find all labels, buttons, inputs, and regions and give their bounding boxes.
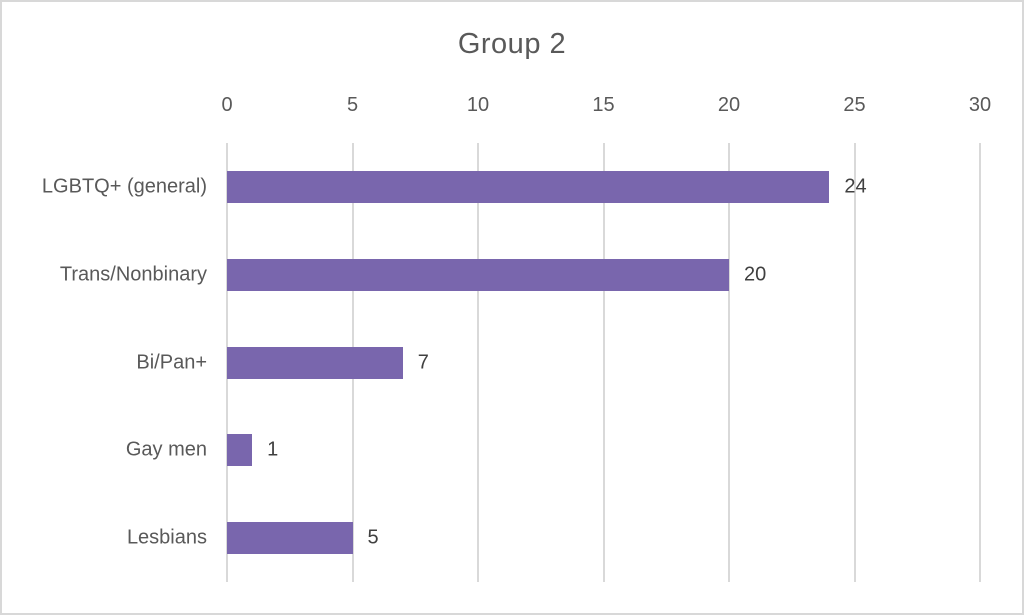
x-tick-label: 10: [466, 94, 490, 116]
x-tick-label: 30: [968, 94, 992, 116]
x-tick-label: 5: [346, 94, 359, 116]
bar: [227, 434, 253, 467]
data-label: 20: [744, 263, 767, 286]
gridline: [602, 143, 605, 582]
gridline: [477, 143, 479, 582]
data-label: 5: [367, 526, 379, 549]
chart-title: Group 2: [457, 28, 567, 60]
gridline: [853, 143, 856, 582]
bar: [227, 346, 403, 379]
bar: [227, 522, 353, 555]
data-label: 24: [844, 175, 867, 198]
category-label: Bi/Pan+: [136, 351, 207, 373]
bar: [227, 170, 830, 203]
gridline: [728, 143, 730, 582]
category-axis: LGBTQ+ (general) Trans/Nonbinary Bi/Pan+ Ga…: [2, 143, 207, 582]
category-label: Gay men: [125, 438, 207, 461]
category-label: Lesbians: [126, 526, 207, 549]
category-label: LGBTQ+ (general): [41, 175, 207, 198]
plot-area: 24 20 7 1 5: [226, 143, 981, 582]
data-label: 1: [267, 438, 279, 461]
x-tick-label: 20: [717, 94, 741, 116]
gridline: [979, 143, 981, 582]
category-label: Trans/Nonbinary: [59, 263, 207, 286]
data-label: 7: [417, 351, 429, 373]
bar: [227, 258, 729, 291]
x-tick-label: 0: [221, 94, 233, 116]
x-tick-label: 15: [592, 94, 615, 116]
value-axis: 0 5 10 15 20 25 30: [221, 94, 991, 120]
x-tick-label: 25: [843, 94, 866, 116]
